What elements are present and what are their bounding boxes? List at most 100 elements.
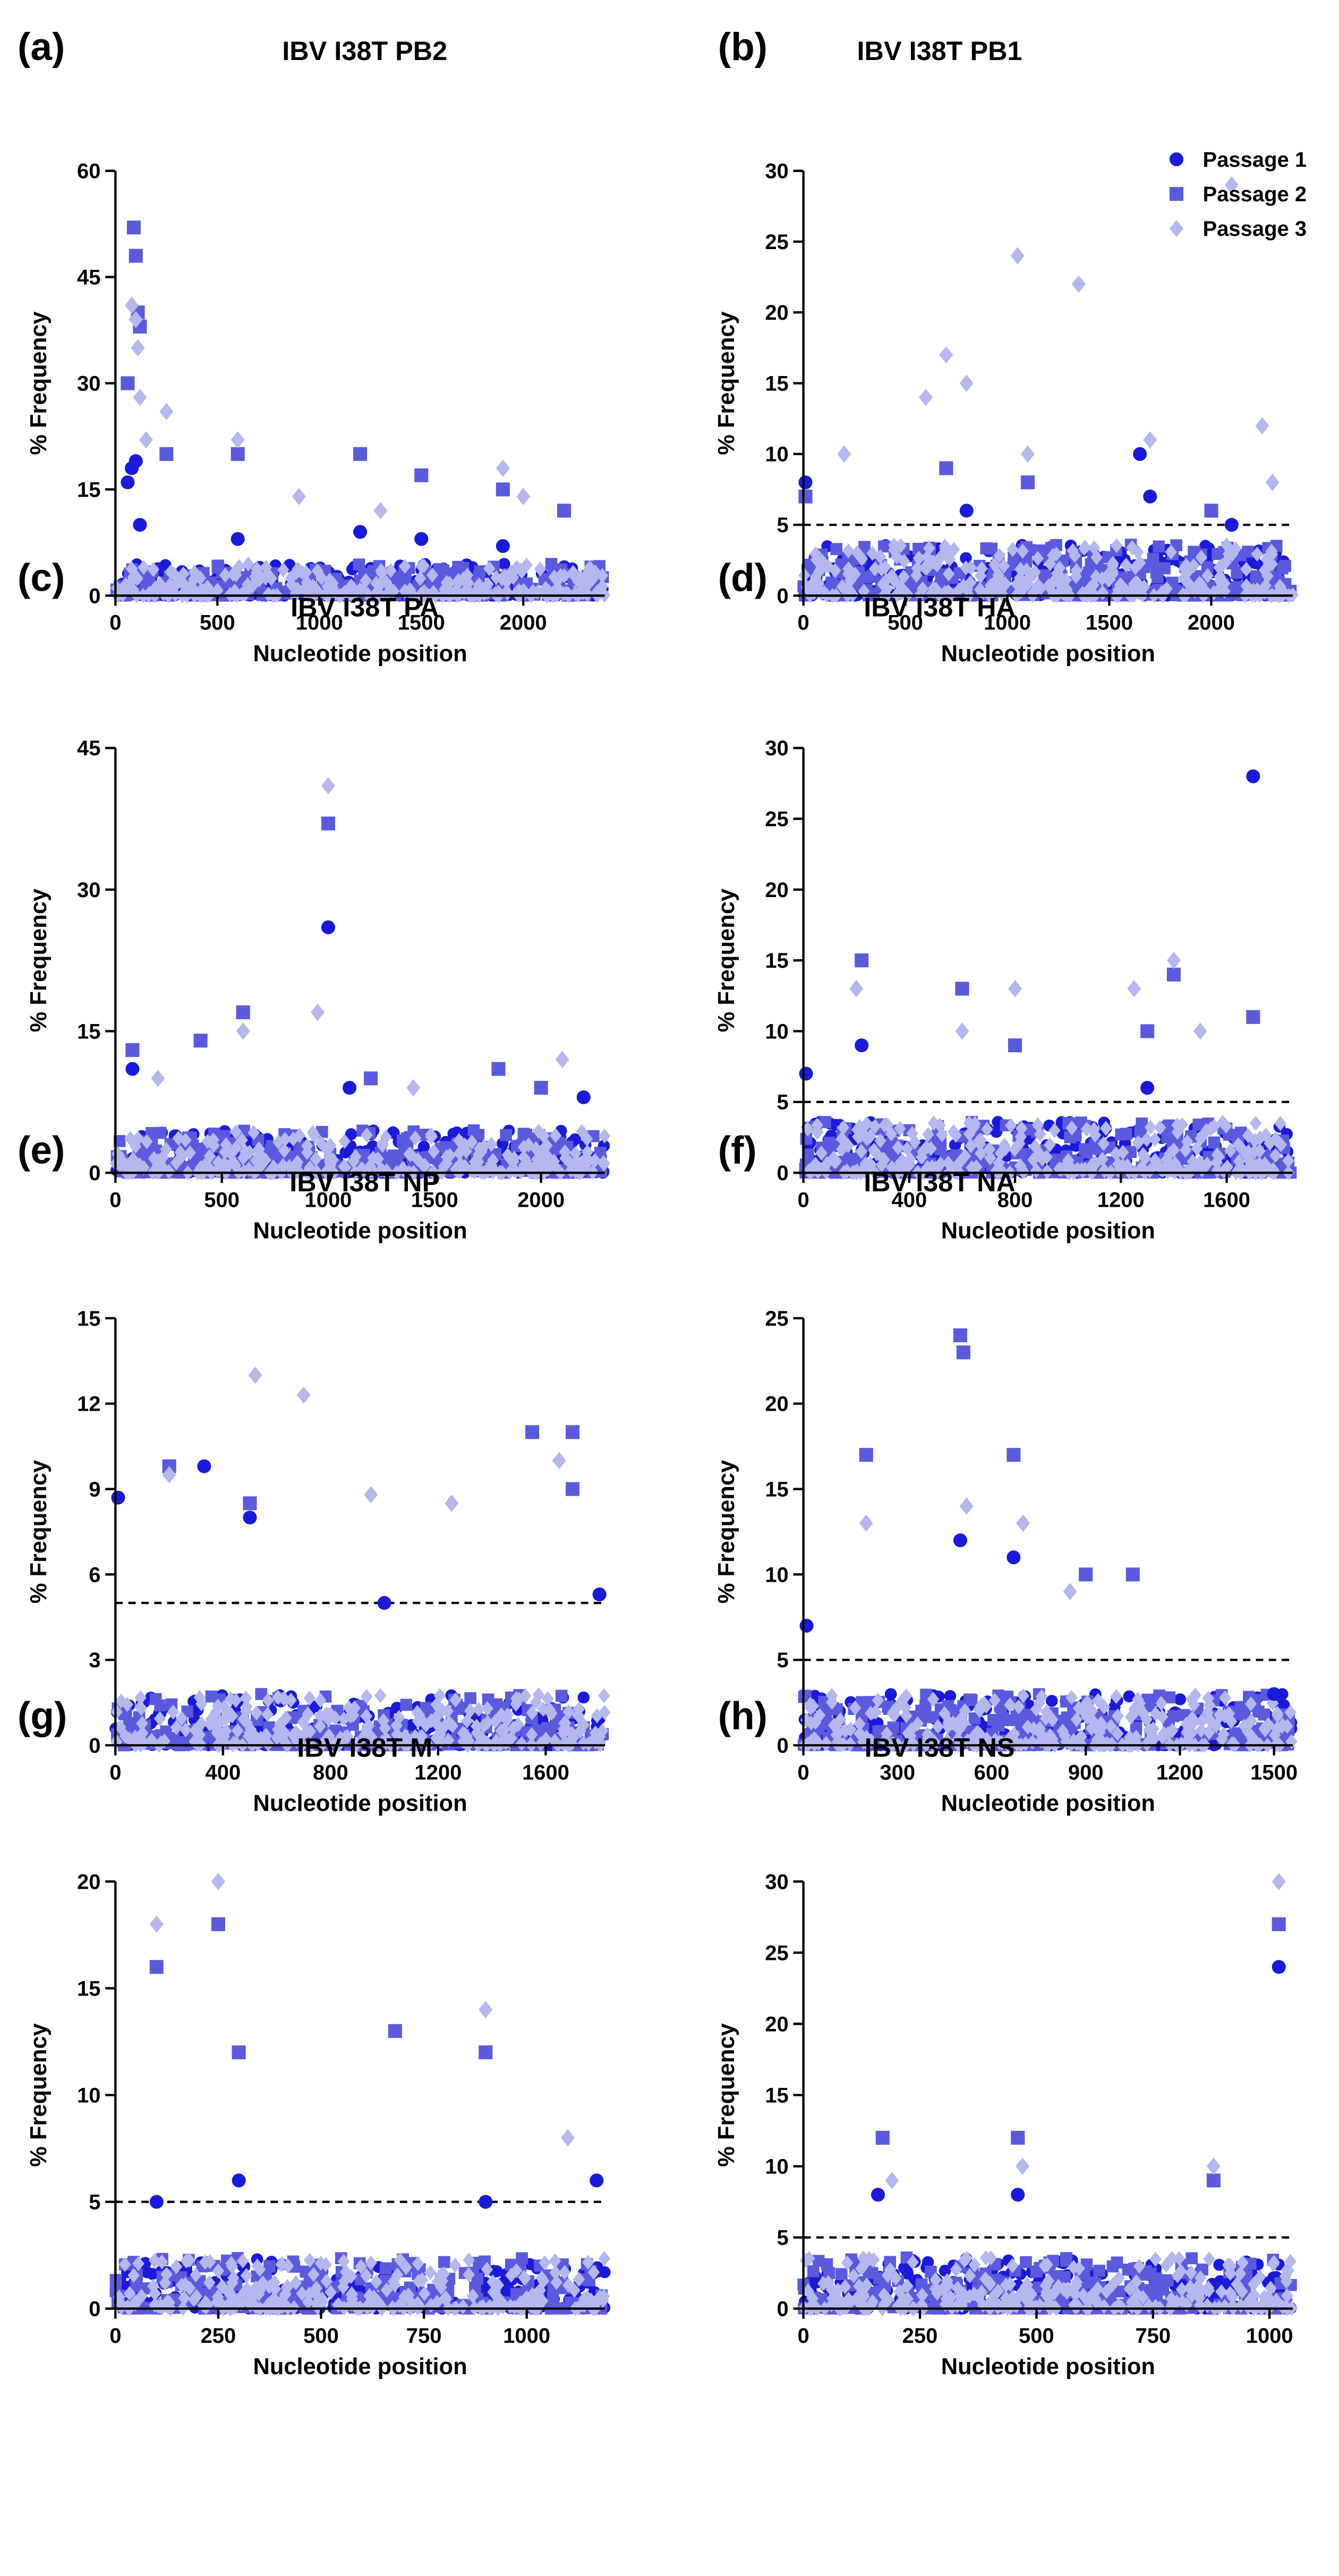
data-point xyxy=(576,1090,591,1104)
y-tick-label: 5 xyxy=(777,1091,789,1114)
data-point xyxy=(555,1051,569,1069)
x-tick-label: 1200 xyxy=(414,1761,462,1784)
data-point xyxy=(959,374,974,392)
data-point xyxy=(855,1038,869,1053)
noise-point xyxy=(577,1691,590,1704)
noise-point xyxy=(555,1690,568,1702)
x-tick-label: 0 xyxy=(109,1761,121,1784)
y-tick-label: 0 xyxy=(777,1734,789,1758)
y-tick-label: 0 xyxy=(89,1162,100,1185)
data-point xyxy=(959,1497,974,1515)
series-passage-1 xyxy=(121,454,510,553)
data-point xyxy=(592,1587,607,1601)
data-point xyxy=(321,777,336,795)
noise-point xyxy=(500,1129,512,1141)
data-point xyxy=(1127,980,1141,997)
data-point xyxy=(321,816,336,831)
y-tick-label: 15 xyxy=(77,478,100,501)
noise-point xyxy=(205,1690,218,1703)
y-tick-label: 15 xyxy=(77,1307,100,1330)
panel-title: IBV I38T NA xyxy=(864,1167,1016,1197)
data-point xyxy=(953,1328,967,1343)
x-tick-label: 1600 xyxy=(522,1761,569,1784)
data-point xyxy=(231,431,245,449)
data-point xyxy=(496,539,510,553)
data-point xyxy=(231,532,245,546)
data-point xyxy=(129,454,143,468)
data-point xyxy=(364,1486,378,1504)
series-passage-1 xyxy=(799,769,1260,1095)
y-tick-label: 12 xyxy=(77,1393,100,1416)
panel-letter: (c) xyxy=(18,557,65,600)
x-tick-label: 500 xyxy=(200,611,235,635)
data-point xyxy=(310,1003,325,1021)
data-point xyxy=(445,1495,459,1512)
data-point xyxy=(1016,1514,1030,1532)
data-point xyxy=(321,920,336,935)
x-axis-label: Nucleotide position xyxy=(253,641,467,667)
y-axis-label: % Frequency xyxy=(714,889,739,1032)
noise-point xyxy=(598,1688,610,1703)
panel-title: IBV I38T NP xyxy=(289,1167,440,1197)
x-tick-label: 300 xyxy=(880,1761,915,1784)
data-point xyxy=(197,1459,211,1473)
panel-letter: (b) xyxy=(718,25,767,69)
x-tick-label: 2000 xyxy=(500,611,547,635)
noise-point xyxy=(139,577,151,590)
data-point xyxy=(159,447,174,461)
y-tick-label: 0 xyxy=(777,584,789,608)
data-point xyxy=(1140,1081,1155,1095)
panel-letter: (a) xyxy=(18,25,65,69)
series-passage-3 xyxy=(151,777,569,1097)
noise-point xyxy=(1010,1710,1023,1722)
data-point xyxy=(292,488,306,506)
data-point xyxy=(859,1448,873,1462)
x-tick-label: 0 xyxy=(797,611,809,635)
x-axis-label: Nucleotide position xyxy=(253,1790,467,1816)
data-point xyxy=(798,489,813,504)
panel-title: IBV I38T PB1 xyxy=(857,36,1022,66)
data-point xyxy=(236,1022,250,1040)
x-tick-label: 2000 xyxy=(517,1188,565,1212)
noise-point xyxy=(963,1693,976,1706)
data-point xyxy=(342,1081,357,1095)
y-tick-label: 25 xyxy=(765,231,788,254)
y-axis-label: % Frequency xyxy=(26,889,52,1032)
panel-title: IBV I38T PB2 xyxy=(282,36,447,66)
y-tick-label: 0 xyxy=(89,584,100,608)
data-point xyxy=(373,502,388,519)
panel-letter: (f) xyxy=(718,1129,757,1172)
data-point xyxy=(798,475,813,490)
noise-point xyxy=(464,1692,476,1704)
data-point xyxy=(1133,447,1147,461)
data-point xyxy=(193,1034,208,1048)
data-point xyxy=(377,1596,391,1610)
noise-point xyxy=(154,1699,166,1712)
y-tick-label: 5 xyxy=(777,1649,789,1672)
data-point xyxy=(133,518,147,532)
y-tick-label: 3 xyxy=(89,1649,100,1672)
data-point xyxy=(1265,473,1280,491)
y-tick-label: 10 xyxy=(765,443,788,466)
data-point xyxy=(1007,1550,1021,1565)
data-point xyxy=(1008,980,1022,997)
data-point xyxy=(1020,475,1035,490)
x-tick-label: 500 xyxy=(204,1188,240,1212)
noise-point xyxy=(417,1140,430,1153)
noise-point xyxy=(498,558,510,570)
data-point xyxy=(955,1022,969,1040)
data-point xyxy=(939,346,953,364)
y-tick-label: 45 xyxy=(77,737,100,760)
series-passage-1 xyxy=(125,920,591,1104)
data-point xyxy=(126,220,141,235)
x-tick-label: 600 xyxy=(974,1761,1010,1784)
noise-point xyxy=(1167,1710,1180,1722)
data-point xyxy=(1246,769,1260,783)
noise-point xyxy=(1174,1693,1187,1705)
y-tick-label: 20 xyxy=(765,301,788,325)
y-tick-label: 30 xyxy=(77,372,100,395)
noise-point xyxy=(398,571,411,584)
x-tick-label: 1200 xyxy=(1156,1761,1204,1784)
